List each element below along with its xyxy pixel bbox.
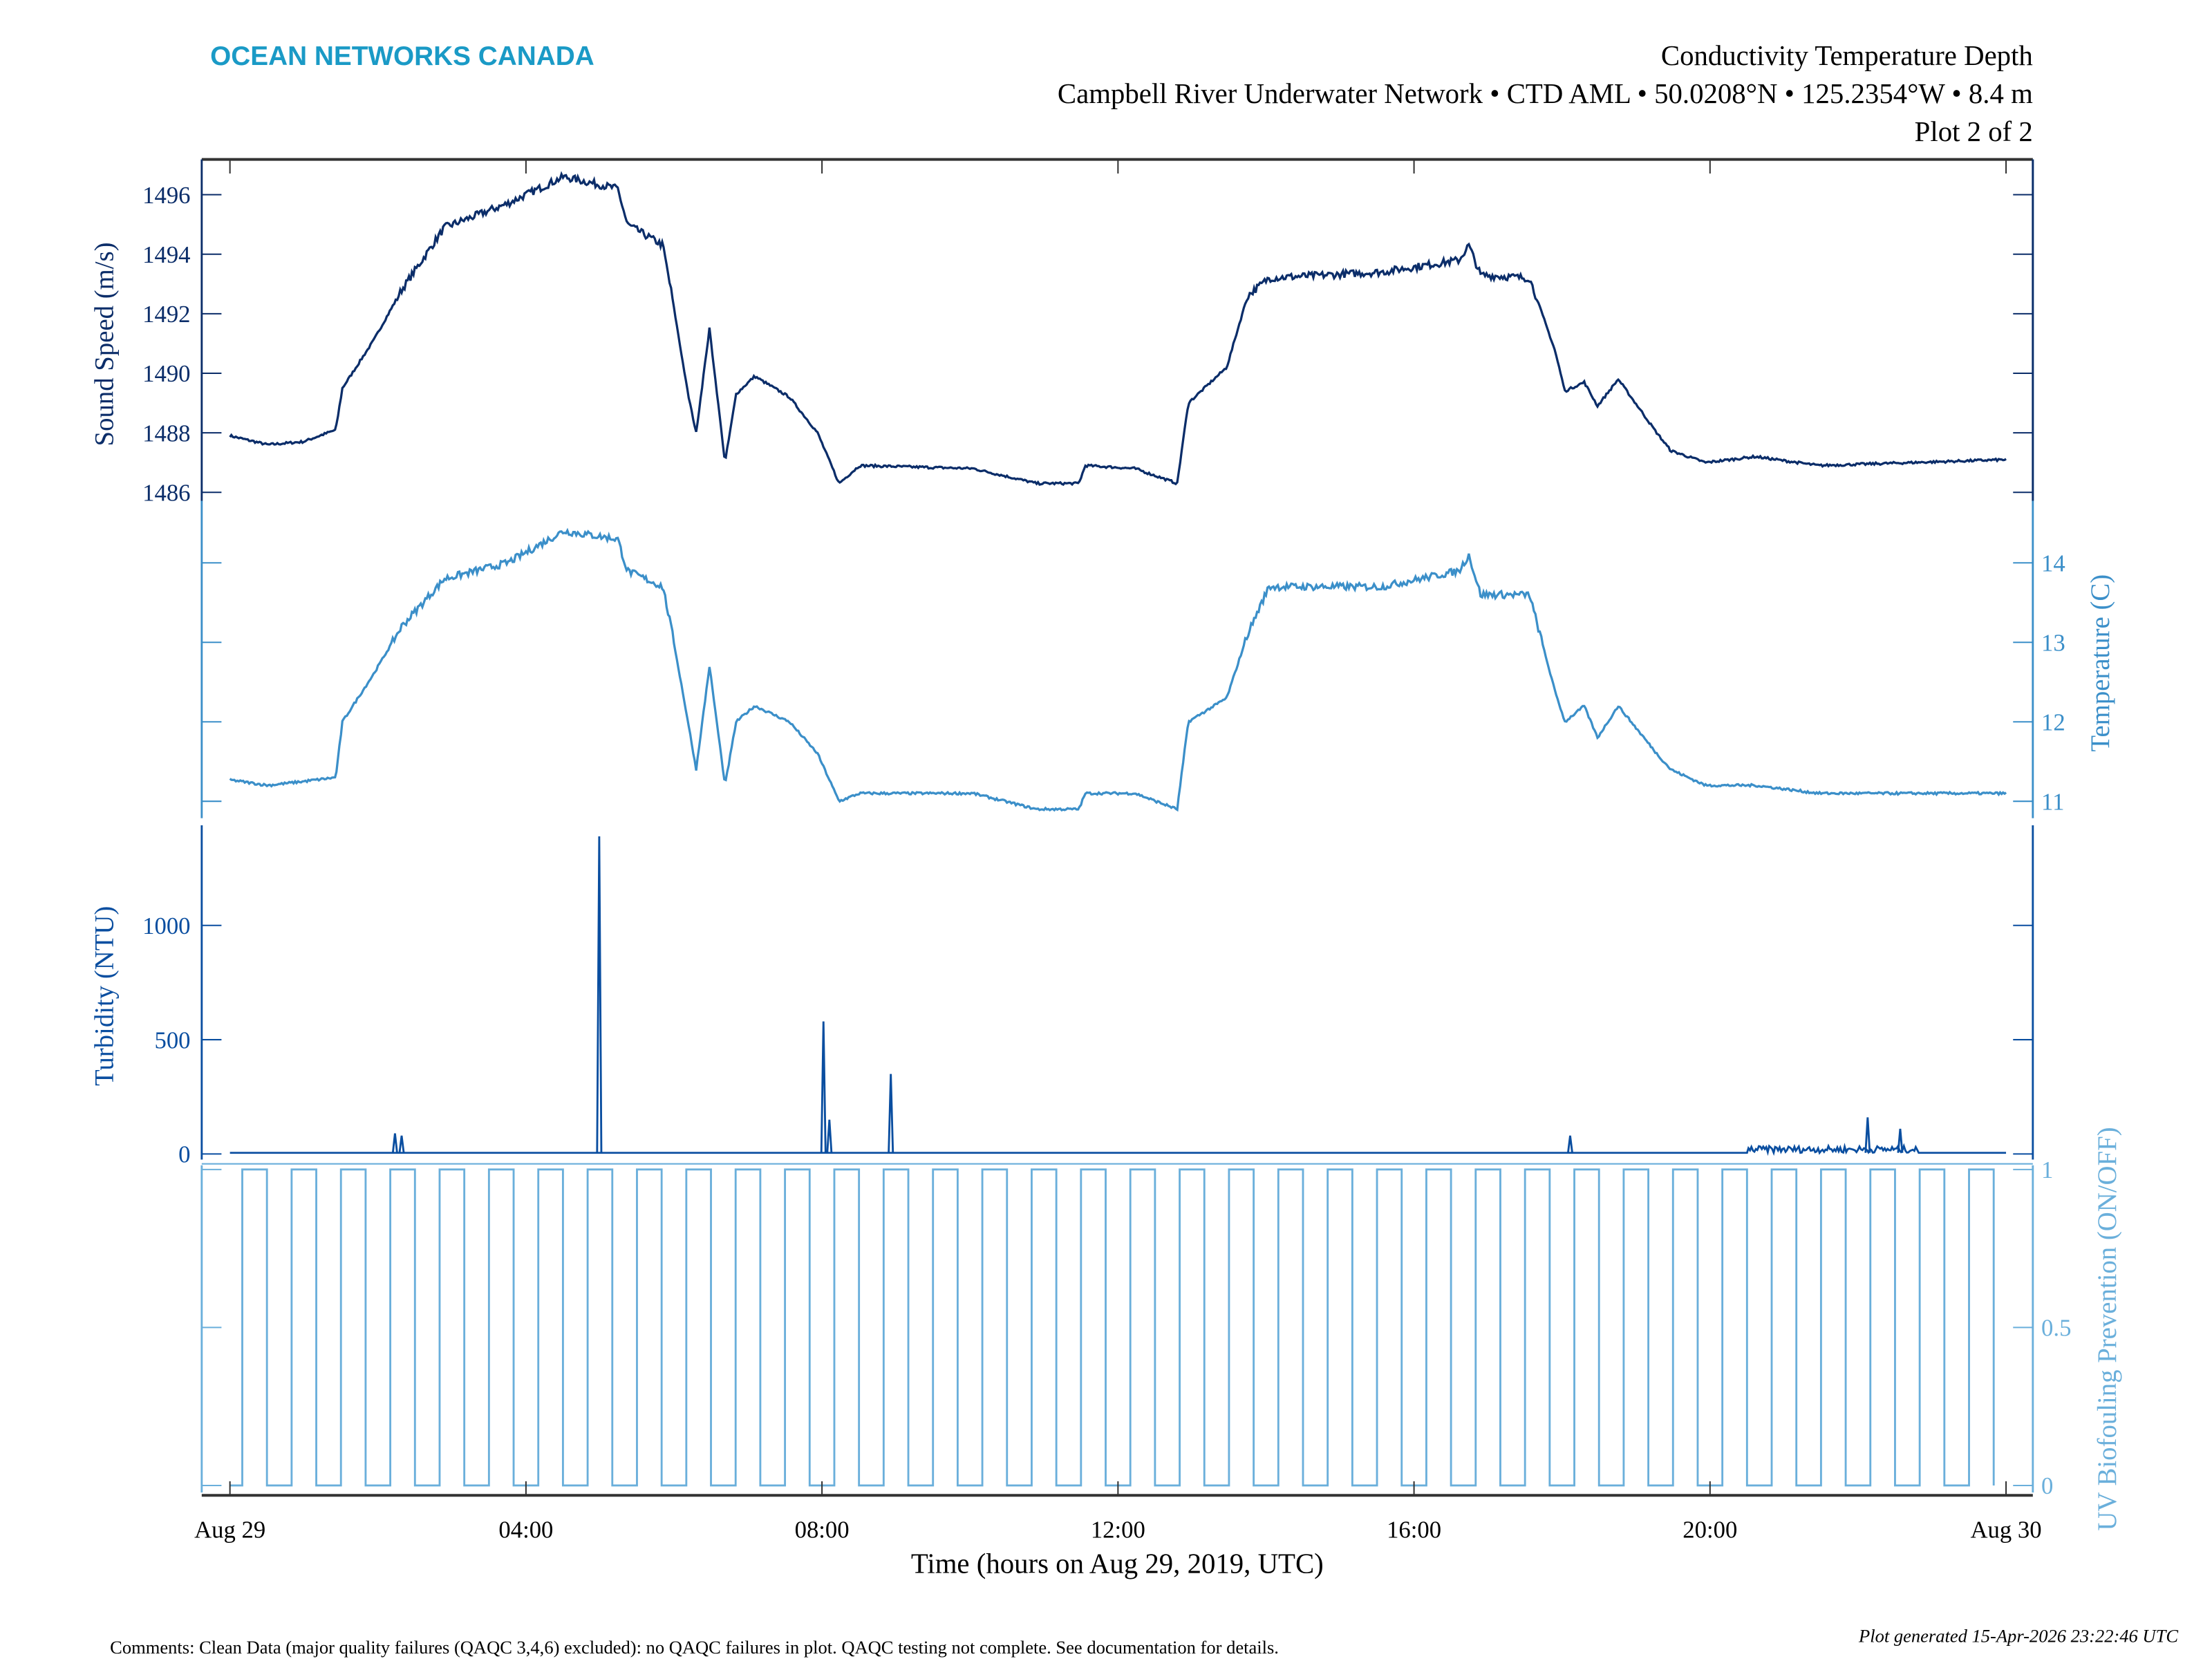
turbidity-spike	[596, 836, 603, 1153]
chart-title: Conductivity Temperature Depth	[1661, 40, 2033, 71]
chart-subtitle: Campbell River Underwater Network • CTD …	[1058, 78, 2033, 109]
turbidity-tick-label: 500	[154, 1027, 190, 1053]
temperature-tick-label: 14	[2041, 550, 2065, 577]
sound_speed-tick-label: 1492	[142, 301, 190, 328]
turbidity-spike	[826, 1119, 833, 1153]
plot-area	[229, 171, 2007, 1487]
logo: OCEAN NETWORKS CANADA	[210, 41, 594, 71]
temperature-axis-label: Temperature (C)	[2086, 574, 2115, 752]
turbidity-line	[229, 1143, 2007, 1156]
turbidity-axis-label: Turbidity (NTU)	[89, 906, 119, 1086]
sound_speed-tick-label: 1488	[142, 420, 190, 447]
uv-tick-label: 0.5	[2041, 1315, 2071, 1342]
turbidity-tick-label: 1000	[142, 912, 190, 939]
sound_speed-tick-label: 1496	[142, 182, 190, 209]
temperature-tick-label: 12	[2041, 709, 2065, 735]
uv-tick-label: 0	[2041, 1472, 2053, 1499]
axes: Aug 29 04:00 08:00 12:00 16:00 20:00 Aug 30 148…	[142, 158, 2071, 1543]
x-tick-label: 16:00	[1387, 1516, 1441, 1543]
x-tick-label: Aug 29	[194, 1516, 265, 1543]
turbidity-tick-label: 0	[178, 1141, 190, 1168]
comments: Comments: Clean Data (major quality fail…	[110, 1637, 1279, 1658]
turbidity-spike	[888, 1074, 894, 1153]
generated-timestamp: Plot generated 15-Apr-2026 23:22:46 UTC	[1858, 1626, 2178, 1647]
x-tick-label: 20:00	[1683, 1516, 1737, 1543]
sound_speed-tick-label: 1486	[142, 479, 190, 506]
temperature-line	[229, 527, 2007, 812]
turbidity-spike	[398, 1135, 405, 1153]
sound_speed-line	[229, 171, 2007, 487]
turbidity-spike	[391, 1133, 398, 1153]
x-tick-label: Aug 30	[1970, 1516, 2041, 1543]
sound_speed-tick-label: 1494	[142, 241, 190, 268]
sound-speed-axis-label: Sound Speed (m/s)	[89, 242, 119, 446]
uv-line	[229, 1168, 1995, 1487]
x-tick-label: 12:00	[1091, 1516, 1145, 1543]
turbidity-spike	[1864, 1117, 1871, 1153]
temperature-tick-label: 11	[2041, 788, 2064, 815]
x-axis-label: Time (hours on Aug 29, 2019, UTC)	[911, 1548, 1324, 1580]
turbidity-spike	[1566, 1135, 1573, 1153]
uv-axis-label: UV Biofouling Prevention (ON/OFF)	[2092, 1127, 2122, 1530]
x-tick-label: 04:00	[498, 1516, 553, 1543]
uv-tick-label: 1	[2041, 1156, 2053, 1183]
x-tick-label: 08:00	[795, 1516, 850, 1543]
turbidity-spike	[820, 1021, 827, 1153]
plot-index: Plot 2 of 2	[1915, 116, 2033, 147]
temperature-tick-label: 13	[2041, 629, 2065, 656]
sound_speed-tick-label: 1490	[142, 360, 190, 387]
turbidity-spike	[1897, 1128, 1904, 1153]
